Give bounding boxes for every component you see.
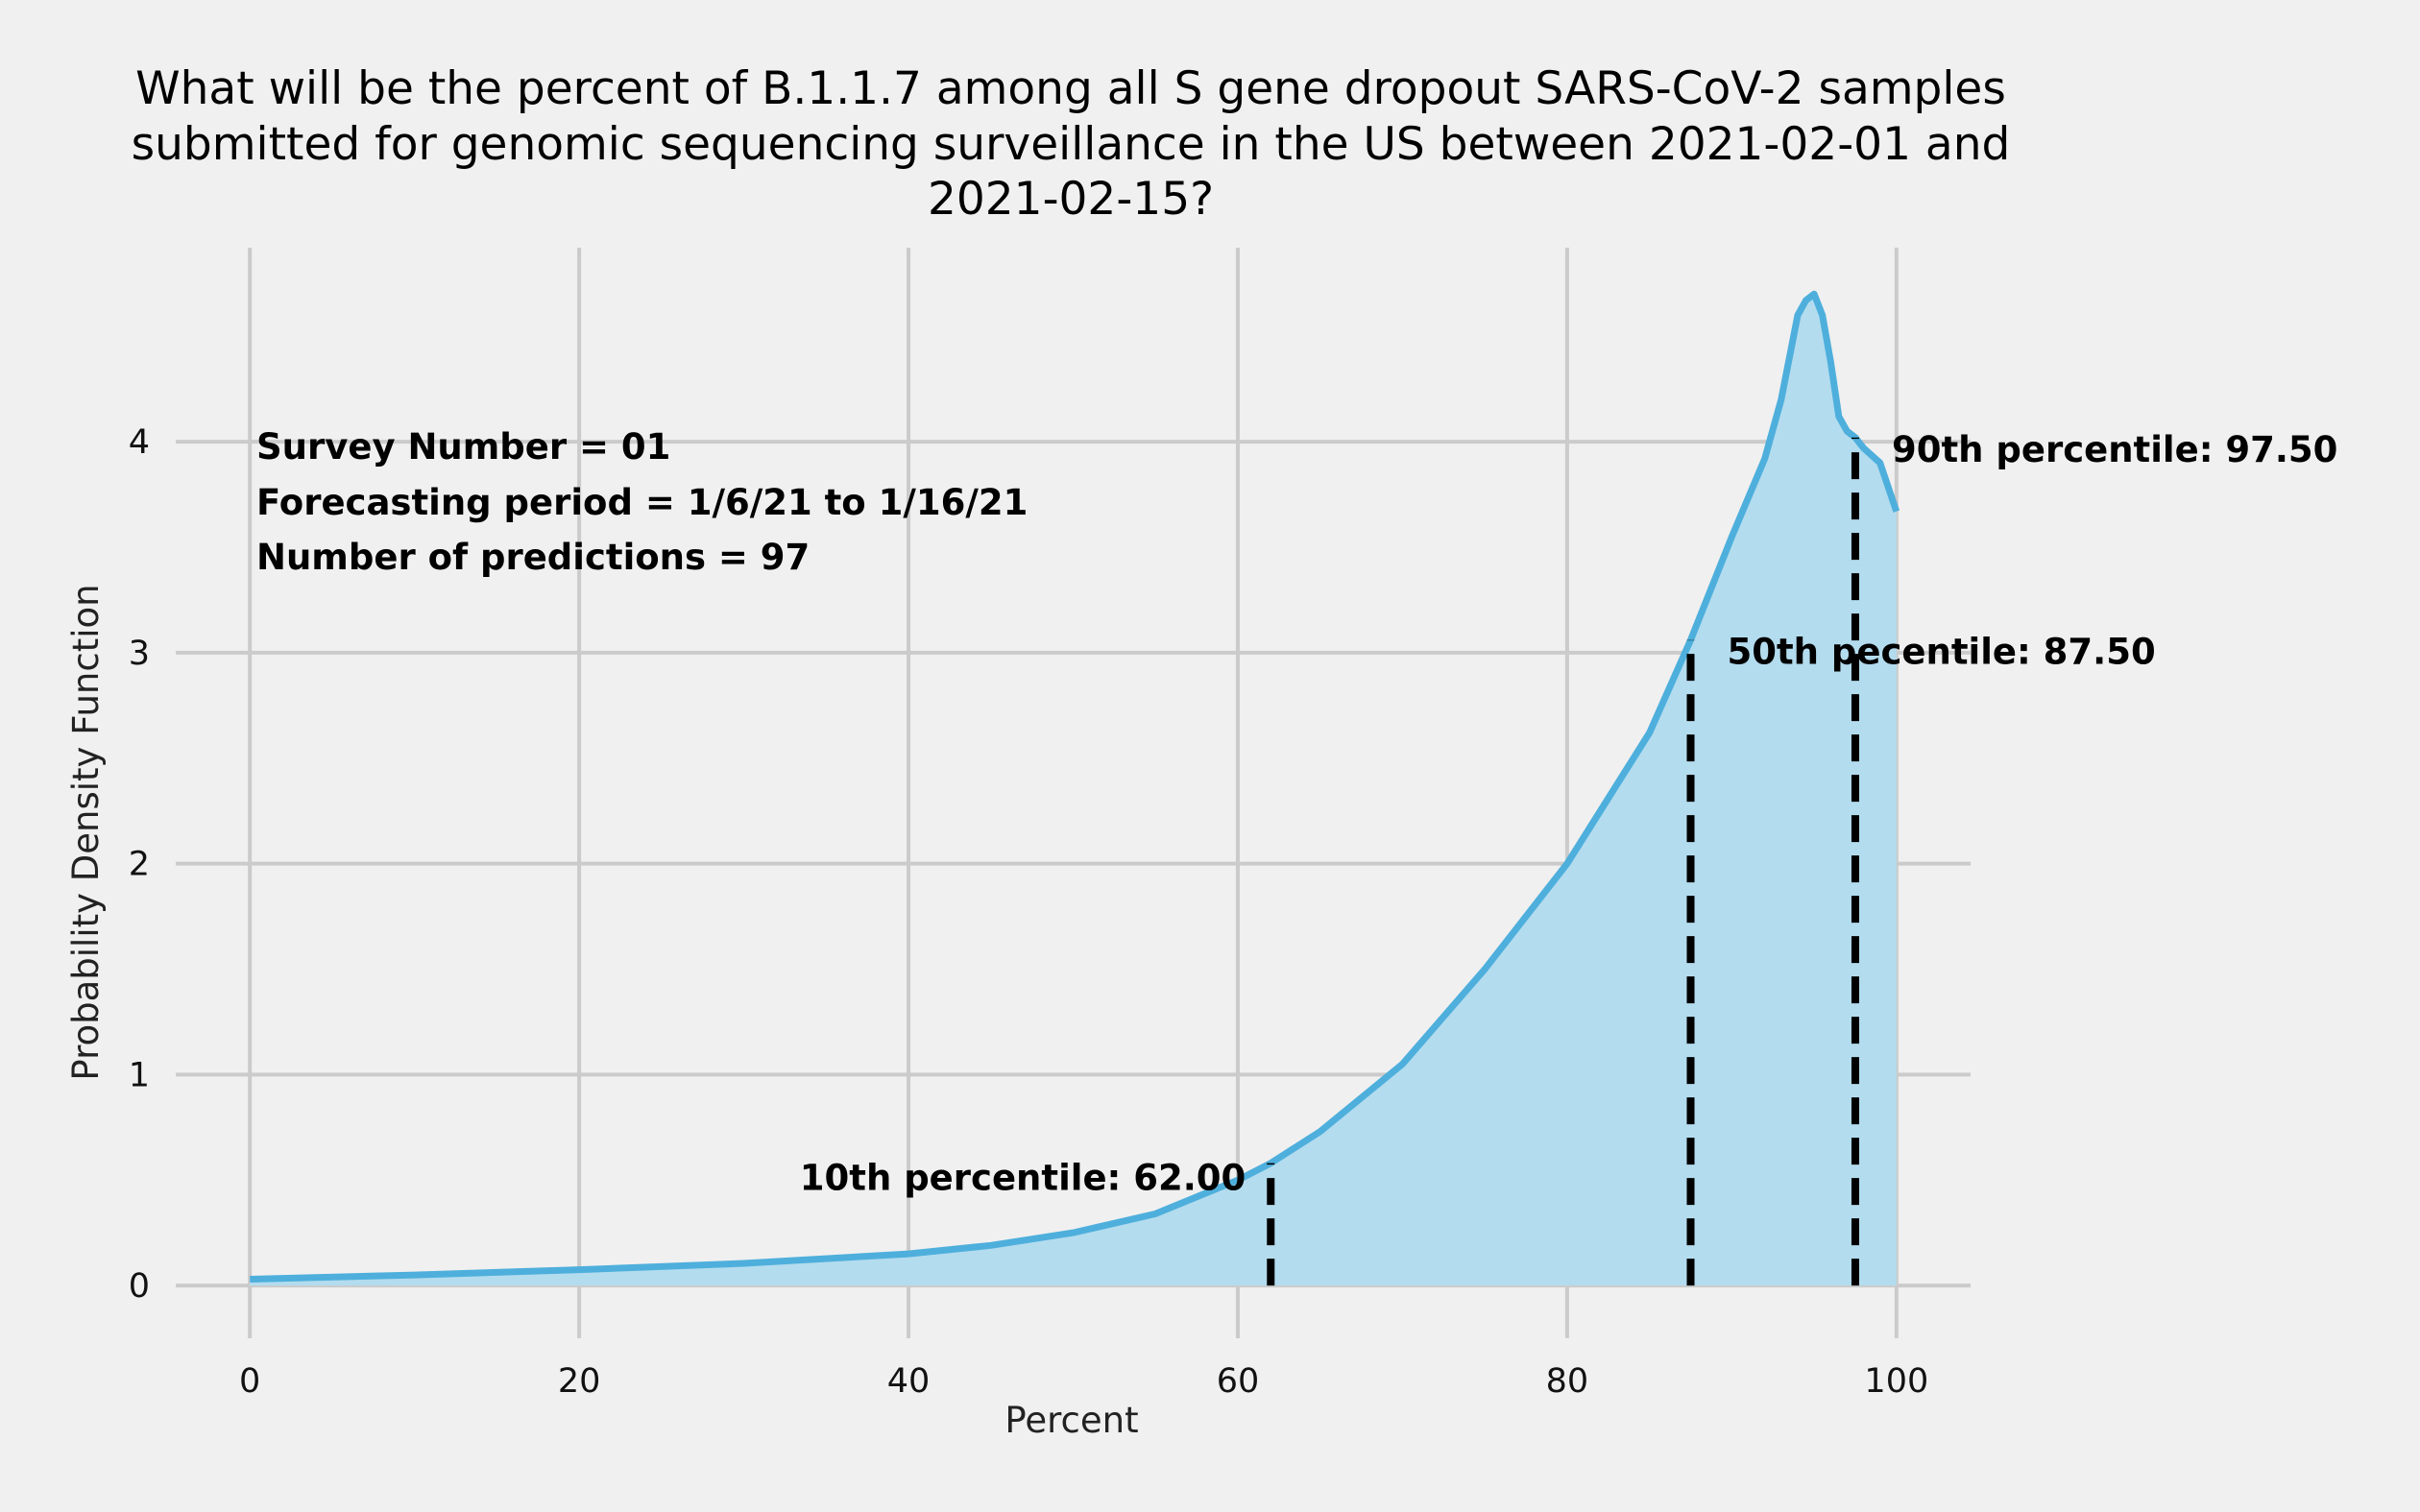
x-tick-label: 20 (558, 1362, 601, 1401)
y-tick-label: 2 (129, 846, 150, 884)
y-tick-label: 0 (129, 1267, 150, 1306)
chart-title-line-1: What will be the percent of B.1.1.7 amon… (135, 62, 2006, 115)
y-tick-label: 4 (129, 423, 150, 462)
y-axis-label: Probability Density Function (65, 584, 107, 1080)
y-tick-label: 3 (129, 635, 150, 673)
chart-title-line-3: 2021-02-15? (928, 173, 1214, 226)
x-tick-label: 60 (1217, 1362, 1260, 1401)
x-tick-label: 100 (1864, 1362, 1928, 1401)
density-area (250, 294, 1897, 1286)
chart-title-line-2: submitted for genomic sequencing surveil… (132, 118, 2011, 171)
percentile-markers: 10th percentile: 62.00 50th pecentile: 87… (800, 429, 2337, 1286)
x-axis-label: Percent (1004, 1400, 1138, 1441)
annotation-forecasting-period: Forecasting period = 1/6/21 to 1/16/21 (256, 482, 1028, 523)
tick-labels: 0 20 40 60 80 100 0 1 2 3 4 (129, 423, 1929, 1401)
percentile-label: 90th percentile: 97.50 (1892, 429, 2337, 470)
percentile-label: 50th pecentile: 87.50 (1728, 632, 2156, 673)
percentile-label: 10th percentile: 62.00 (800, 1158, 1246, 1199)
x-tick-label: 80 (1546, 1362, 1589, 1401)
x-tick-label: 0 (239, 1362, 260, 1401)
x-tick-label: 40 (887, 1362, 931, 1401)
y-tick-label: 1 (129, 1056, 150, 1094)
annotation-survey-number: Survey Number = 01 (256, 426, 670, 468)
annotation-prediction-count: Number of predictions = 97 (256, 537, 810, 578)
density-curve (250, 290, 1900, 1283)
